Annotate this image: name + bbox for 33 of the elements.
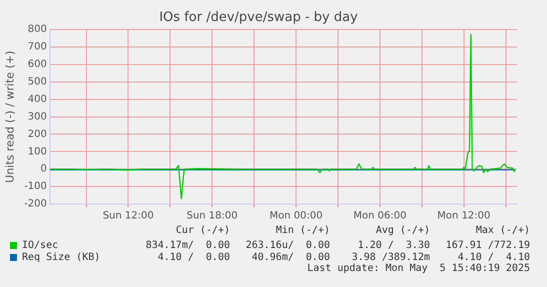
y-tick-label: 300 — [28, 111, 47, 122]
x-tick-label: Mon 06:00 — [353, 210, 406, 222]
text: Last update: Mon May 5 15:40:19 2025 — [306, 263, 530, 275]
chart-title: IOs for /dev/pve/swap - by day — [159, 10, 358, 26]
y-tick-label: 700 — [28, 42, 47, 53]
x-tick-label: Sun 18:00 — [186, 210, 238, 222]
text: Min (-/+) — [274, 225, 330, 238]
y-tick-label: 100 — [28, 146, 47, 158]
y-tick-label: 500 — [28, 76, 47, 88]
text: 263.16u/ 0.00 — [244, 240, 330, 250]
legend-label: IO/sec — [22, 240, 58, 250]
text: 3.98 /389.12m — [350, 252, 430, 262]
text: Cur (-/+) — [174, 225, 230, 238]
text: Avg (-/+) — [374, 225, 430, 238]
x-tick-label: Mon 12:00 — [437, 210, 490, 222]
y-tick-label: -200 — [24, 198, 47, 210]
x-tick-label: Mon 00:00 — [269, 210, 323, 222]
text: 167.91 /772.19 — [444, 240, 530, 250]
y-axis-title: Units read (-) / write (+) — [3, 50, 16, 183]
text: 4.10 / 0.00 — [156, 252, 230, 262]
text: 40.96m/ 0.00 — [250, 252, 330, 262]
text: Max (-/+) — [474, 225, 530, 238]
text: 834.17m/ 0.00 — [144, 240, 230, 250]
y-tick-label: 400 — [28, 94, 47, 105]
y-tick-label: -100 — [24, 181, 47, 192]
y-tick-label: 0 — [40, 164, 47, 175]
y-tick-label: 800 — [28, 24, 47, 36]
legend-label: Req Size (KB) — [22, 252, 100, 262]
y-tick-label: 200 — [28, 128, 47, 140]
text: 4.10 / 4.10 — [456, 252, 530, 262]
text: 1.20 / 3.30 — [356, 240, 430, 250]
x-tick-label: Sun 12:00 — [102, 210, 154, 222]
y-tick-label: 600 — [28, 59, 47, 70]
